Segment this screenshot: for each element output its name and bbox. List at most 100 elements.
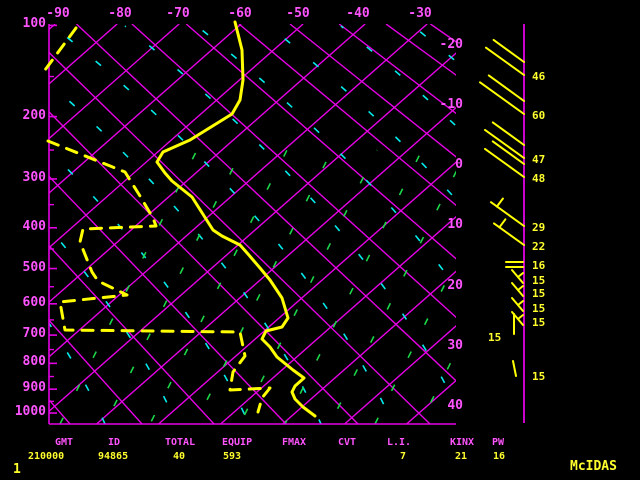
wind-speed-label: 15 (532, 274, 546, 287)
temperature-right-label: 40 (447, 398, 463, 413)
isotherm-line (49, 52, 456, 413)
temperature-top-label: -60 (228, 6, 252, 21)
wind-barb (493, 222, 525, 246)
axes (48, 24, 525, 425)
temperature-right-label: 10 (447, 217, 463, 232)
wind-speed-label: 15 (532, 287, 546, 300)
wind-barb (484, 128, 525, 159)
mixing-ratio-line (149, 149, 288, 424)
status-header-cvt: CVT (338, 437, 357, 448)
temperature-right-label: -20 (439, 37, 463, 52)
brand-label: McIDAS (570, 459, 617, 474)
wind-barb (492, 38, 525, 63)
temperature-right-label: -10 (439, 97, 463, 112)
moist-adiabat-line (196, 25, 456, 289)
pressure-label: 300 (22, 169, 46, 185)
status-value: 16 (493, 451, 506, 462)
dry-adiabat-line (338, 24, 456, 115)
isotherm-line (49, 24, 366, 304)
pressure-label: 600 (22, 294, 46, 310)
status-value: 7 (400, 451, 407, 462)
wind-speed-label: 60 (532, 109, 546, 122)
status-value: 21 (455, 451, 468, 462)
pressure-label: 800 (22, 354, 46, 370)
temperature-right-label: 0 (455, 157, 463, 172)
background-grid (49, 24, 640, 424)
mixing-ratio-line (284, 149, 423, 424)
wind-speed-label: 15 (532, 316, 546, 329)
isotherm-line (49, 24, 304, 249)
status-header-pw: PW (492, 437, 505, 448)
dry-adiabat-line (49, 244, 215, 424)
dry-adiabat-line (238, 24, 456, 207)
moist-adiabat-line (52, 25, 394, 424)
wind-barb (485, 46, 525, 76)
temperature-top-label: -40 (346, 6, 370, 21)
status-header-total: TOTAL (165, 437, 196, 448)
status-header-equip: EQUIP (222, 437, 253, 448)
temperature-trace (155, 20, 317, 418)
pressure-label: 1000 (14, 404, 46, 420)
temperature-top-label: -70 (166, 6, 190, 21)
pressure-label: 100 (22, 16, 46, 32)
dry-adiabat-line (289, 24, 456, 158)
wind-barb (491, 140, 525, 165)
temperature-top-label: -90 (46, 6, 70, 21)
isotherm-line (282, 270, 456, 424)
wind-barbs (479, 38, 525, 377)
wind-barb (512, 360, 517, 377)
wind-barb (495, 197, 504, 208)
wind-speed-label: 15 (488, 331, 502, 344)
wind-speed-label: 47 (532, 153, 546, 166)
pressure-label: 400 (22, 218, 46, 234)
isotherm-line (49, 24, 242, 195)
wind-speed-label: 29 (532, 221, 546, 234)
isotherm-line (344, 325, 456, 424)
dry-adiabat-line (49, 175, 287, 424)
wind-barb (491, 121, 525, 146)
dry-adiabat-line (75, 24, 456, 382)
wind-speed-label: 46 (532, 70, 546, 83)
wind-barb (517, 285, 524, 291)
pressure-label: 700 (22, 326, 46, 342)
wind-barb (487, 74, 525, 102)
dry-adiabat-line (49, 319, 143, 424)
status-value: 40 (173, 451, 186, 462)
mixing-ratio-line (239, 149, 378, 424)
wind-barb (517, 314, 524, 320)
dry-adiabat-line (131, 24, 456, 319)
temperature-right-label: 30 (447, 338, 463, 353)
dry-adiabat-line (49, 51, 431, 424)
wind-speed-label: 15 (532, 302, 546, 315)
wind-barb (517, 300, 524, 306)
temperature-top-label: -50 (286, 6, 310, 21)
sounding-traces (43, 20, 317, 418)
moist-adiabat-line (49, 226, 178, 424)
status-header-gmt: GMT (55, 437, 74, 448)
dewpoint-trace (46, 139, 272, 414)
status-header-id: ID (108, 437, 121, 448)
temperature-top-label: -30 (408, 6, 432, 21)
wind-barb (490, 201, 525, 227)
pressure-label: 200 (22, 107, 46, 123)
wind-speed-label: 15 (532, 370, 546, 383)
mixing-ratio-line (194, 149, 333, 424)
mixing-ratio-line (374, 260, 456, 424)
temperature-right-label: 20 (447, 278, 463, 293)
isotherm-line (220, 215, 456, 424)
isotherm-line (49, 24, 180, 140)
status-header-kinx: KINX (450, 437, 475, 448)
status-value: 593 (223, 451, 242, 462)
pressure-label: 500 (22, 259, 46, 275)
wind-barb (479, 81, 525, 115)
status-value: 210000 (28, 451, 65, 462)
moist-adiabat-line (557, 26, 640, 424)
status-header-li: L.I. (387, 437, 412, 448)
wind-barb (484, 147, 525, 178)
dewpoint-trace-upper (43, 26, 78, 72)
wind-speed-label: 48 (532, 172, 546, 185)
status-header-fmax: FMAX (282, 437, 307, 448)
pressure-label: 900 (22, 380, 46, 396)
